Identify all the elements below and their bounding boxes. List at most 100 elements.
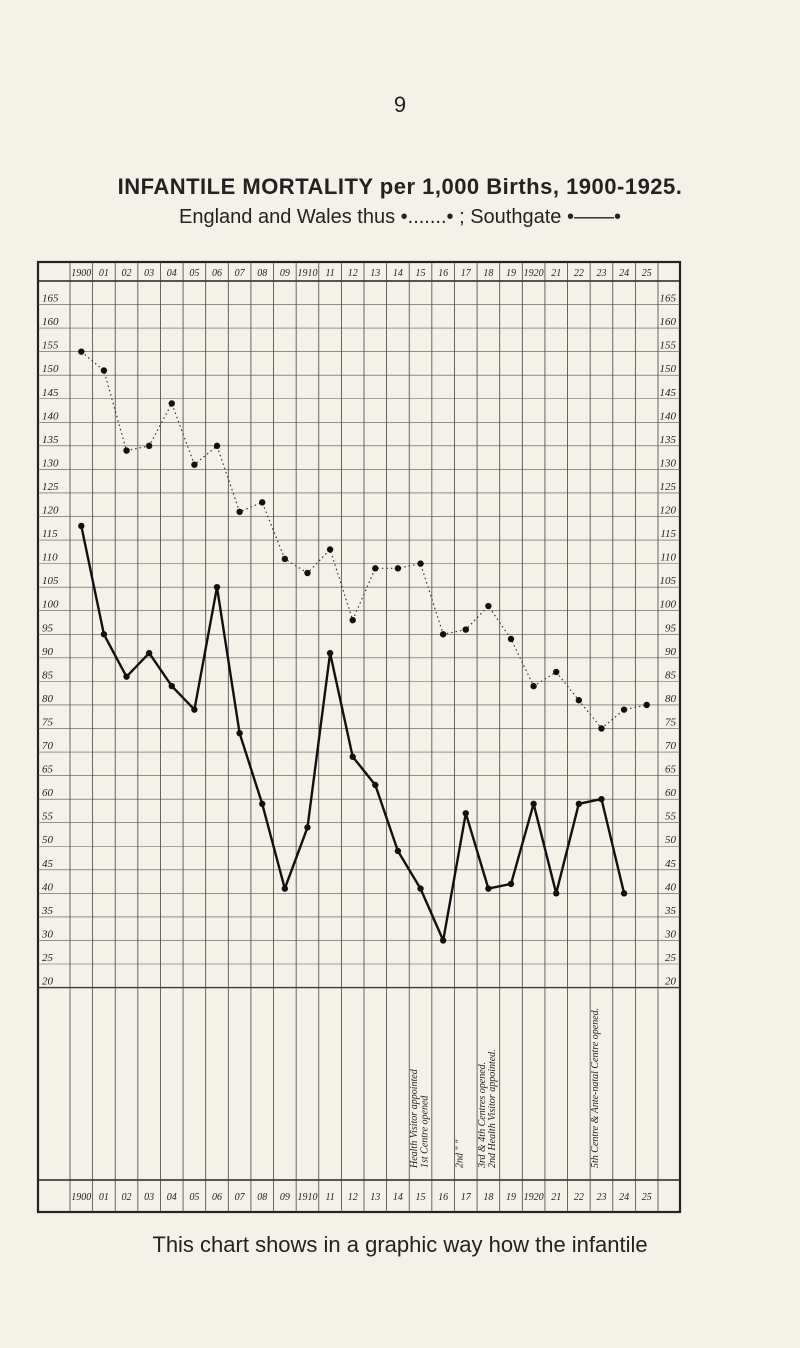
- x-tick-label-top: 14: [393, 268, 403, 279]
- outer-border: [36, 260, 682, 1214]
- x-tick-label-top: 17: [461, 268, 472, 279]
- data-point-england-wales: [168, 400, 175, 407]
- data-point-southgate: [620, 890, 628, 897]
- data-point-southgate: [123, 673, 130, 680]
- y-tick-label-right: 25: [665, 952, 677, 964]
- y-tick-label-right: 95: [665, 622, 677, 634]
- data-point-england-wales: [213, 442, 221, 450]
- chart-frame: [36, 260, 682, 1214]
- y-tick-label-left: 40: [42, 881, 54, 893]
- x-tick-label-bottom: 12: [348, 1192, 358, 1203]
- y-tick-label-right: 90: [665, 646, 677, 658]
- y-tick-label-left: 145: [42, 387, 59, 399]
- y-tick-label-left: 45: [42, 858, 54, 870]
- x-tick-label-bottom: 06: [212, 1192, 222, 1203]
- y-tick-label-right: 120: [660, 505, 677, 517]
- x-tick-label-bottom: 23: [596, 1192, 606, 1203]
- data-point-england-wales: [100, 367, 108, 374]
- y-tick-label-right: 125: [660, 481, 677, 493]
- data-point-england-wales: [620, 706, 628, 713]
- y-tick-label-right: 130: [660, 457, 677, 469]
- x-tick-label-top: 21: [551, 268, 561, 279]
- x-tick-label-top: 18: [483, 268, 493, 279]
- annotation-text: 5th Centre & Ante-natal Centre opened.: [590, 1008, 601, 1168]
- data-point-england-wales: [575, 697, 583, 704]
- y-tick-label-left: 30: [41, 928, 54, 940]
- y-tick-label-left: 85: [42, 669, 54, 681]
- y-tick-label-left: 25: [42, 952, 54, 964]
- y-tick-label-left: 120: [42, 505, 59, 517]
- y-tick-label-left: 150: [42, 363, 59, 375]
- data-point-england-wales: [530, 682, 537, 690]
- y-tick-label-right: 110: [660, 552, 676, 564]
- data-point-southgate: [575, 800, 583, 808]
- data-point-southgate: [168, 682, 175, 690]
- data-point-southgate: [598, 795, 605, 803]
- x-tick-label-bottom: 21: [551, 1192, 561, 1203]
- data-point-southgate: [326, 649, 334, 657]
- data-point-england-wales: [507, 635, 515, 643]
- y-tick-label-left: 165: [42, 293, 59, 305]
- y-tick-label-right: 145: [660, 387, 677, 399]
- data-point-southgate: [349, 753, 356, 760]
- data-point-southgate: [372, 781, 379, 789]
- y-tick-label-left: 160: [42, 316, 59, 328]
- y-tick-label-left: 35: [41, 905, 54, 917]
- y-tick-label-right: 100: [660, 599, 677, 611]
- x-tick-label-top: 16: [438, 268, 448, 279]
- x-tick-label-top: 23: [596, 268, 606, 279]
- data-point-england-wales: [326, 546, 334, 553]
- y-tick-label-left: 130: [42, 457, 59, 469]
- x-tick-label-bottom: 1920: [524, 1192, 544, 1203]
- y-tick-label-left: 65: [42, 764, 54, 776]
- y-tick-label-right: 135: [660, 434, 677, 446]
- data-point-england-wales: [259, 499, 266, 506]
- x-tick-label-bottom: 02: [122, 1192, 132, 1203]
- page-number: 9: [393, 92, 407, 117]
- data-point-england-wales: [598, 725, 605, 732]
- x-tick-label-bottom: 05: [189, 1192, 199, 1203]
- x-tick-label-top: 12: [348, 268, 358, 279]
- y-tick-label-right: 45: [665, 858, 677, 870]
- x-tick-label-top: 22: [574, 268, 584, 279]
- data-point-southgate: [236, 729, 243, 737]
- x-tick-label-top: 05: [189, 268, 199, 279]
- chart-title: INFANTILE MORTALITY per 1,000 Births, 19…: [117, 174, 683, 199]
- data-point-england-wales: [78, 348, 85, 355]
- data-point-england-wales: [485, 602, 492, 610]
- data-point-southgate: [78, 522, 85, 530]
- x-tick-label-bottom: 01: [99, 1192, 109, 1203]
- x-tick-label-bottom: 14: [393, 1192, 403, 1203]
- data-point-england-wales: [349, 616, 356, 624]
- y-tick-label-right: 35: [664, 905, 677, 917]
- data-point-southgate: [281, 885, 289, 892]
- annotation-text: Health Visitor appointed: [409, 1068, 420, 1169]
- x-tick-label-bottom: 08: [257, 1192, 267, 1203]
- series-line-england-wales: [80, 351, 647, 730]
- data-point-england-wales: [281, 555, 289, 563]
- series-line-southgate: [80, 525, 626, 942]
- x-tick-label-bottom: 22: [574, 1192, 584, 1203]
- data-point-england-wales: [643, 701, 650, 709]
- data-point-southgate: [462, 810, 469, 817]
- x-tick-label-bottom: 24: [619, 1192, 629, 1203]
- y-tick-label-left: 20: [42, 976, 54, 988]
- data-point-england-wales: [123, 447, 130, 454]
- data-point-england-wales: [145, 442, 153, 450]
- data-point-england-wales: [236, 508, 243, 516]
- y-tick-label-right: 85: [665, 669, 677, 681]
- x-tick-label-top: 09: [280, 268, 290, 279]
- y-tick-label-left: 90: [42, 646, 54, 658]
- caption-text: This chart shows in a graphic way how th…: [152, 1232, 648, 1257]
- y-tick-label-left: 110: [42, 552, 58, 564]
- y-tick-label-right: 140: [660, 410, 677, 422]
- x-tick-label-bottom: 19: [506, 1192, 516, 1203]
- x-tick-label-top: 02: [122, 268, 132, 279]
- y-tick-label-right: 20: [665, 976, 677, 988]
- x-tick-label-bottom: 25: [642, 1192, 652, 1203]
- data-point-southgate: [100, 631, 108, 638]
- y-tick-label-right: 160: [660, 316, 677, 328]
- y-tick-label-left: 140: [42, 410, 59, 422]
- series-layer: [78, 348, 650, 944]
